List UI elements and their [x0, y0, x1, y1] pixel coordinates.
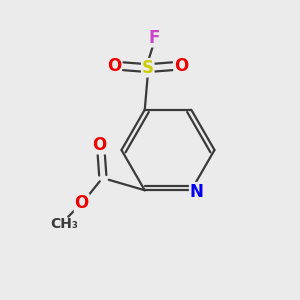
Text: O: O — [93, 136, 107, 154]
Text: F: F — [149, 29, 160, 47]
Text: S: S — [142, 59, 154, 77]
Text: N: N — [190, 183, 204, 201]
Text: CH₃: CH₃ — [50, 217, 78, 231]
Text: O: O — [174, 57, 188, 75]
Text: O: O — [107, 57, 121, 75]
Text: O: O — [75, 194, 89, 212]
